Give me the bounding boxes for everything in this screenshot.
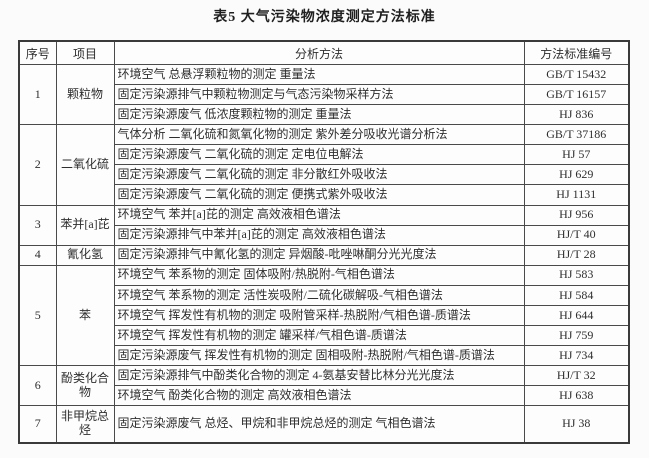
analysis-method-cell: 环境空气 挥发性有机物的测定 吸附管采样-热脱附/气相色谱-质谱法	[113, 304, 525, 327]
standard-number-cell: HJ 836	[523, 104, 630, 126]
analysis-method-cell: 气体分析 二氧化硫和氮氧化物的测定 紫外差分吸收光谱分析法	[113, 124, 525, 146]
item-cell: 二氧化硫	[55, 124, 115, 206]
analysis-method-cell: 环境空气 酚类化合物的测定 高效液相色谱法	[113, 385, 525, 407]
header-serial-number: 序号	[18, 40, 57, 65]
table-row: 2 二氧化硫 气体分析 二氧化硫和氮氧化物的测定 紫外差分吸收光谱分析法 GB/T 3…	[18, 124, 630, 206]
standard-number-cell: HJ 644	[523, 304, 630, 327]
item-cell: 苯	[55, 264, 115, 367]
analysis-method-cell: 环境空气 苯并[a]芘的测定 高效液相色谱法	[113, 204, 525, 226]
header-row: 序号 项目 分析方法 方法标准编号	[18, 40, 630, 65]
analysis-method-cell: 固定污染源废气 挥发性有机物的测定 固相吸附-热脱附/气相色谱-质谱法	[113, 345, 525, 367]
table-header: 序号 项目 分析方法 方法标准编号	[18, 40, 630, 65]
item-cell: 氰化氢	[55, 244, 115, 266]
serial-number-cell: 1	[18, 63, 57, 126]
analysis-method-cell: 固定污染源排气中氰化氢的测定 异烟酸-吡唑啉酮分光光度法	[113, 244, 525, 266]
standard-number-cell: HJ 956	[523, 204, 630, 226]
table-row: 固定污染源排气中颗粒物测定与气态污染物采样方法 GB/T 16157	[19, 84, 630, 106]
analysis-method-cell: 环境空气 苯系物的测定 活性炭吸附/二硫化碳解吸-气相色谱法	[113, 284, 525, 306]
table-row: 6 酚类化合物 固定污染源排气中酚类化合物的测定 4-氨基安替比林分光光度法 HJ/T…	[18, 365, 630, 407]
standard-number-cell: HJ 629	[523, 164, 630, 186]
serial-number-cell: 4	[18, 244, 57, 266]
table-title: 表5 大气污染物浓度测定方法标准	[213, 10, 436, 25]
analysis-method-cell: 固定污染源废气 二氧化硫的测定 非分散红外吸收法	[113, 164, 525, 186]
standard-number-cell: HJ 1131	[523, 184, 630, 206]
item-cell: 非甲烷总烃	[55, 405, 115, 444]
analysis-method-cell: 固定污染源排气中颗粒物测定与气态污染物采样方法	[113, 84, 525, 106]
analysis-method-cell: 环境空气 挥发性有机物的测定 罐采样/气相色谱-质谱法	[113, 325, 525, 347]
analysis-method-cell: 固定污染源废气 二氧化硫的测定 定电位电解法	[113, 144, 525, 166]
table-row: 环境空气 挥发性有机物的测定 罐采样/气相色谱-质谱法 HJ 759	[19, 325, 630, 347]
table-row: 固定污染源废气 二氧化硫的测定 便携式紫外吸收法 HJ 1131	[19, 184, 630, 206]
standard-number-cell: HJ 583	[523, 264, 630, 286]
table-row: 3 苯并[a]芘 环境空气 苯并[a]芘的测定 高效液相色谱法 HJ 956	[18, 204, 630, 246]
header-item: 项目	[55, 40, 115, 65]
standard-number-cell: HJ/T 32	[523, 365, 630, 387]
standard-number-cell: GB/T 16157	[523, 84, 630, 106]
analysis-method-cell: 固定污染源废气 总烃、甲烷和非甲烷总烃的测定 气相色谱法	[113, 405, 525, 444]
header-standard-number: 方法标准编号	[523, 40, 630, 65]
standard-number-cell: HJ/T 28	[523, 244, 630, 266]
serial-number-cell: 7	[18, 405, 57, 444]
standard-number-cell: HJ/T 40	[523, 224, 630, 246]
analysis-method-cell: 固定污染源排气中苯并[a]芘的测定 高效液相色谱法	[113, 224, 525, 246]
table-row: 7 非甲烷总烃 固定污染源废气 总烃、甲烷和非甲烷总烃的测定 气相色谱法 HJ 38	[18, 405, 630, 444]
serial-number-cell: 6	[18, 365, 57, 407]
standard-number-cell: HJ 57	[523, 144, 630, 166]
table-row: 环境空气 挥发性有机物的测定 吸附管采样-热脱附/气相色谱-质谱法 HJ 644	[19, 304, 630, 327]
standard-number-cell: GB/T 37186	[523, 124, 630, 146]
standard-number-cell: HJ 38	[523, 405, 630, 444]
table-row: 环境空气 苯系物的测定 活性炭吸附/二硫化碳解吸-气相色谱法 HJ 584	[19, 284, 630, 306]
serial-number-cell: 3	[18, 204, 57, 246]
standard-number-cell: HJ 584	[523, 284, 630, 306]
analysis-method-cell: 固定污染源废气 低浓度颗粒物的测定 重量法	[113, 104, 525, 126]
analysis-method-cell: 固定污染源排气中酚类化合物的测定 4-氨基安替比林分光光度法	[113, 365, 525, 387]
analysis-method-cell: 环境空气 苯系物的测定 固体吸附/热脱附-气相色谱法	[113, 264, 525, 286]
analysis-method-cell: 固定污染源废气 二氧化硫的测定 便携式紫外吸收法	[113, 184, 525, 206]
analysis-method-cell: 环境空气 总悬浮颗粒物的测定 重量法	[113, 63, 525, 86]
serial-number-cell: 5	[18, 264, 57, 367]
item-cell: 酚类化合物	[55, 365, 115, 407]
table-row: 环境空气 酚类化合物的测定 高效液相色谱法 HJ 638	[19, 385, 630, 407]
standards-table: 序号 项目 分析方法 方法标准编号 1 颗粒物 环境空气 总悬浮颗粒物的测定 重量法…	[18, 40, 630, 444]
table-row: 4 氰化氢 固定污染源排气中氰化氢的测定 异烟酸-吡唑啉酮分光光度法 HJ/T 28	[18, 244, 630, 266]
table-row: 5 苯环境空气 苯系物的测定 固体吸附/热脱附-气相色谱法 HJ 583	[18, 264, 630, 367]
table-body: 1 颗粒物 环境空气 总悬浮颗粒物的测定 重量法 GB/T 15432 固定污染源排气中…	[18, 63, 630, 444]
item-cell: 苯并[a]芘	[55, 204, 115, 246]
standard-number-cell: HJ 734	[523, 345, 630, 367]
table-row: 1 颗粒物 环境空气 总悬浮颗粒物的测定 重量法 GB/T 15432	[18, 63, 630, 126]
standard-number-cell: HJ 638	[523, 385, 630, 407]
table-row: 固定污染源废气 二氧化硫的测定 定电位电解法 HJ 57	[19, 144, 630, 166]
header-analysis-method: 分析方法	[113, 40, 525, 65]
standard-number-cell: GB/T 15432	[523, 63, 630, 86]
table-row: 固定污染源废气 挥发性有机物的测定 固相吸附-热脱附/气相色谱-质谱法 HJ 73…	[19, 345, 630, 367]
item-cell: 颗粒物	[55, 63, 115, 126]
standard-number-cell: HJ 759	[523, 325, 630, 347]
serial-number-cell: 2	[18, 124, 57, 206]
